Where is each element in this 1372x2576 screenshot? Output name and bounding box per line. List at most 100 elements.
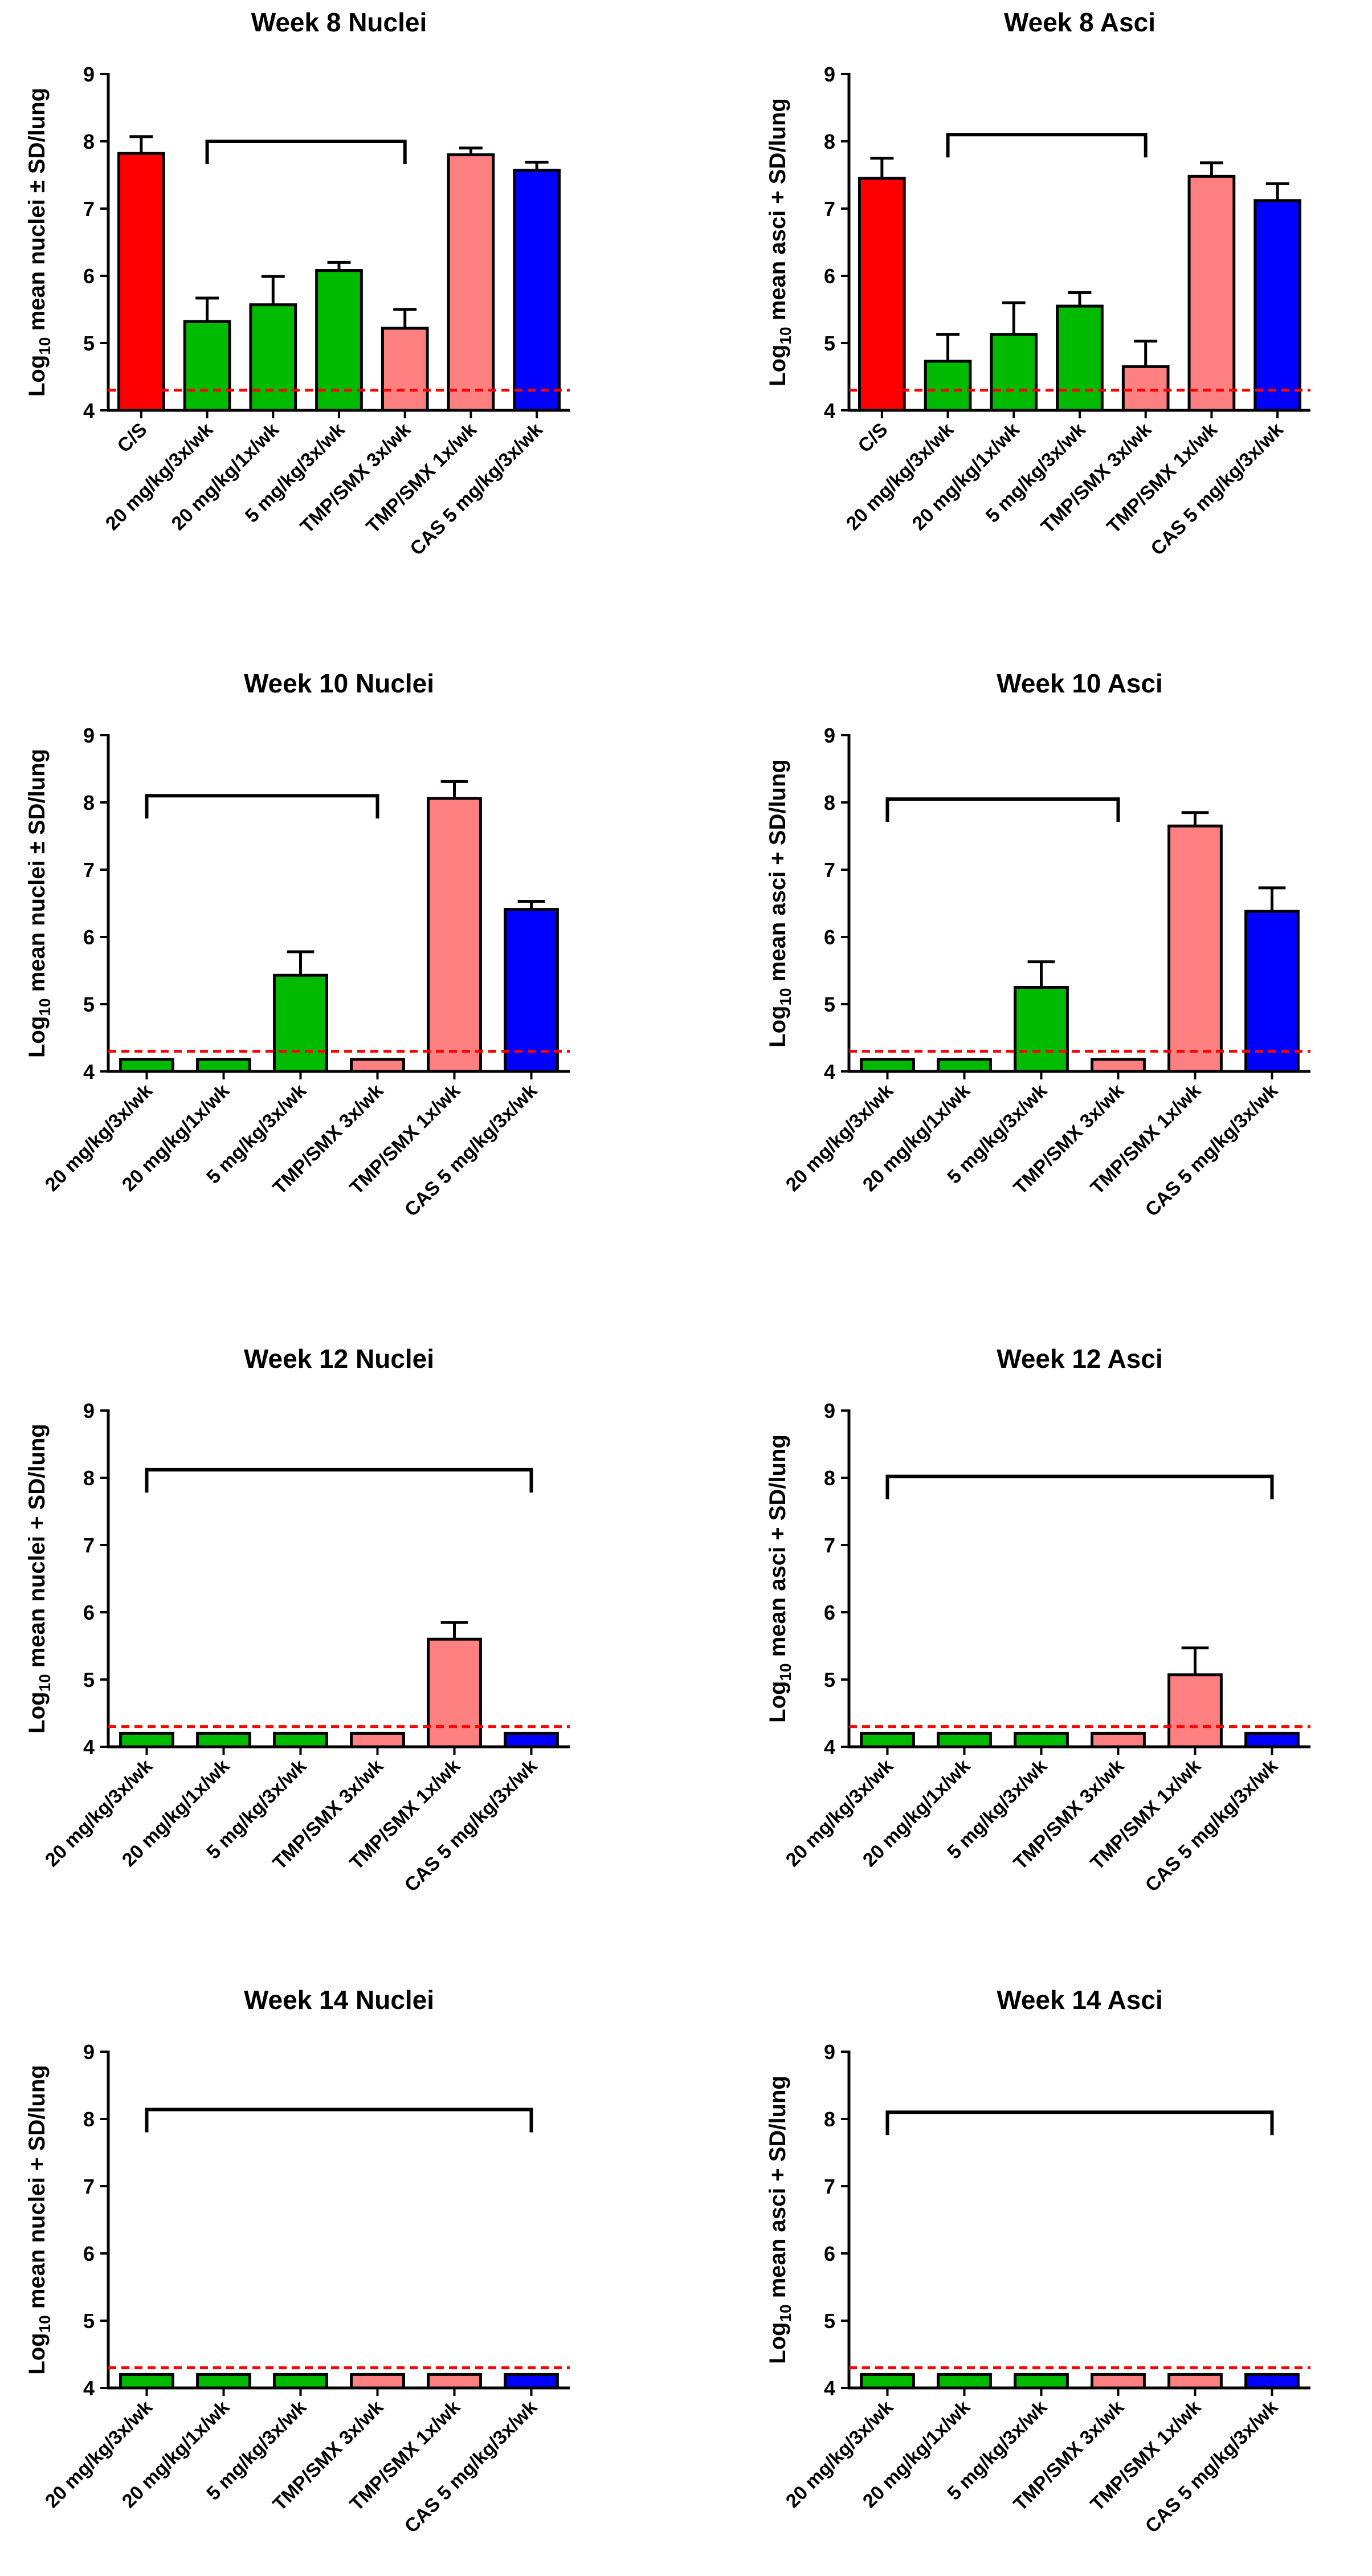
y-tick-label: 6 — [824, 1601, 835, 1624]
category-label: CAS 5 mg/kg/3x/wk — [1141, 1755, 1282, 1896]
y-tick-label: 9 — [83, 724, 95, 747]
category-label: CAS 5 mg/kg/3x/wk — [401, 1755, 541, 1896]
y-axis-title: Log10 mean nuclei ± SD/lung — [24, 749, 54, 1058]
chart-title: Week 14 Asci — [997, 1985, 1163, 2015]
y-tick-label: 6 — [824, 926, 835, 949]
y-tick-label: 6 — [824, 2242, 835, 2265]
bar — [504, 908, 559, 1073]
bar — [350, 1731, 405, 1748]
bar — [249, 303, 297, 412]
chart-week-12-nuclei: Week 12 Nuclei Log10 mean nuclei + SD/lun… — [24, 1344, 570, 1896]
chart-title: Week 10 Asci — [997, 669, 1163, 698]
y-tick-label: 8 — [83, 2108, 95, 2131]
chart-week-10-asci: Week 10 Asci Log10 mean asci + SD/lung 4 5 6… — [765, 669, 1310, 1221]
y-tick-label: 5 — [83, 993, 95, 1016]
y-tick-label: 7 — [83, 858, 95, 882]
y-tick-label: 7 — [824, 858, 835, 882]
bar — [119, 1058, 174, 1073]
bar — [1253, 199, 1301, 412]
bar — [1244, 910, 1300, 1073]
category-label: CAS 5 mg/kg/3x/wk — [1146, 419, 1287, 560]
bar — [504, 1731, 559, 1748]
y-tick-label: 4 — [83, 1735, 95, 1759]
y-tick-label: 5 — [824, 1668, 835, 1691]
y-tick-label: 6 — [83, 264, 95, 288]
y-tick-label: 8 — [83, 1466, 95, 1490]
bar — [427, 1637, 482, 1748]
bar — [1121, 365, 1170, 412]
chart-week-10-nuclei: Week 10 Nuclei Log10 mean nuclei ± SD/lun… — [24, 669, 570, 1221]
y-tick-label: 5 — [83, 1668, 95, 1691]
y-tick-label: 6 — [83, 926, 95, 949]
y-axis-title: Log10 mean asci + SD/lung — [765, 2076, 794, 2364]
y-tick-label: 7 — [824, 197, 835, 221]
y-tick-label: 4 — [83, 399, 95, 422]
y-tick-label: 8 — [824, 791, 835, 814]
bar — [196, 2373, 251, 2390]
y-tick-label: 4 — [824, 399, 835, 422]
bar — [1244, 1731, 1300, 1748]
y-tick-label: 8 — [824, 1466, 835, 1490]
y-tick-label: 6 — [824, 264, 835, 288]
bar — [183, 320, 231, 412]
category-label: CAS 5 mg/kg/3x/wk — [401, 2396, 541, 2537]
y-tick-label: 8 — [824, 130, 835, 153]
bar — [937, 1731, 992, 1748]
bar — [860, 1058, 915, 1073]
y-axis-title: Log10 mean asci + SD/lung — [765, 759, 794, 1047]
y-axis-title: Log10 mean asci + SD/lung — [765, 1434, 794, 1723]
bar — [1056, 304, 1104, 412]
chart-title: Week 12 Asci — [997, 1344, 1163, 1373]
bar — [937, 2373, 992, 2390]
category-label: C/S — [113, 419, 152, 457]
bar — [447, 153, 495, 412]
chart-title: Week 8 Nuclei — [251, 7, 427, 37]
category-label: TMP/SMX 3x/wk — [1037, 419, 1156, 538]
y-tick-label: 5 — [83, 332, 95, 355]
bar — [350, 1058, 405, 1073]
bar — [1167, 1673, 1223, 1748]
y-tick-label: 7 — [83, 1534, 95, 1557]
bar — [119, 1731, 174, 1748]
bar — [1167, 824, 1223, 1073]
y-tick-label: 8 — [83, 791, 95, 814]
bar — [1091, 1058, 1146, 1073]
y-tick-label: 7 — [824, 1534, 835, 1557]
chart-title: Week 8 Asci — [1004, 7, 1155, 37]
chart-week-14-nuclei: Week 14 Nuclei Log10 mean nuclei + SD/lun… — [24, 1985, 570, 2537]
y-tick-label: 4 — [824, 1735, 835, 1759]
y-tick-label: 5 — [83, 2309, 95, 2333]
y-tick-label: 9 — [83, 2040, 95, 2064]
y-tick-label: 6 — [83, 2242, 95, 2265]
y-tick-label: 9 — [83, 1399, 95, 1422]
bar — [350, 2373, 405, 2390]
category-label: CAS 5 mg/kg/3x/wk — [406, 419, 546, 560]
bar — [119, 2373, 174, 2390]
y-tick-label: 9 — [824, 1399, 835, 1422]
bar — [273, 1731, 328, 1748]
bar — [196, 1731, 251, 1748]
y-axis-title: Log10 mean nuclei ± SD/lung — [24, 88, 54, 397]
bar — [273, 973, 328, 1073]
y-tick-label: 6 — [83, 1601, 95, 1624]
bar — [273, 2373, 328, 2390]
category-label: CAS 5 mg/kg/3x/wk — [1141, 2396, 1282, 2537]
y-tick-label: 5 — [824, 993, 835, 1016]
y-tick-label: 8 — [83, 130, 95, 153]
bar — [427, 797, 482, 1073]
bar — [1014, 1731, 1069, 1748]
chart-week-8-nuclei: Week 8 Nuclei Log10 mean nuclei ± SD/lung… — [24, 7, 570, 560]
bar — [504, 2373, 559, 2390]
category-label: TMP/SMX 1x/wk — [1103, 419, 1222, 538]
chart-week-12-asci: Week 12 Asci Log10 mean asci + SD/lung 4 5 6… — [765, 1344, 1310, 1896]
category-label: TMP/SMX 1x/wk — [362, 419, 481, 538]
y-axis-title: Log10 mean asci + SD/lung — [765, 98, 794, 386]
y-tick-label: 8 — [824, 2108, 835, 2131]
y-tick-label: 4 — [83, 1060, 95, 1083]
bar — [924, 360, 972, 412]
bar — [937, 1058, 992, 1073]
bar — [990, 333, 1038, 412]
bar — [117, 152, 165, 412]
bar — [1091, 2373, 1146, 2390]
